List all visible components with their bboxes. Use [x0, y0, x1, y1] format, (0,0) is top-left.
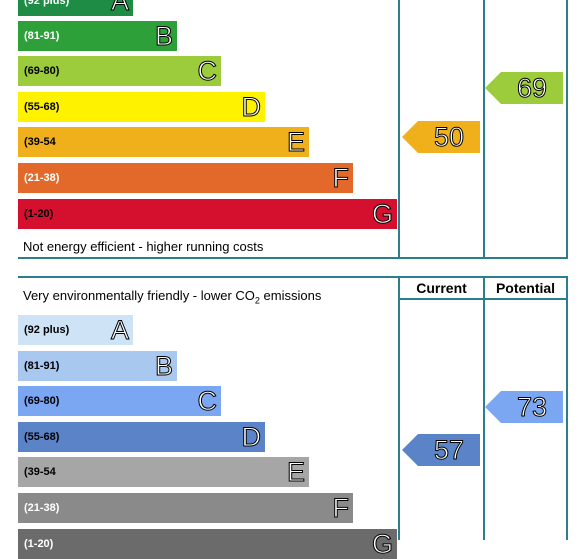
env-current-arrow-shape: [402, 434, 480, 466]
env-potential-value: 73: [516, 392, 548, 423]
env-divider-middle: [483, 276, 485, 540]
env-potential-arrow: 73: [485, 391, 563, 423]
env-band-d: (55-68) D: [18, 422, 265, 453]
env-header-text: Very environmentally friendly - lower CO…: [23, 288, 321, 306]
env-current-arrow: 57: [402, 434, 480, 466]
env-band-b: (81-91) B: [18, 351, 177, 382]
energy-band-d: (55-68) D: [18, 92, 265, 123]
env-band-range: (81-91): [24, 360, 60, 372]
env-current-value: 57: [433, 435, 465, 466]
env-band-letter: F: [332, 493, 349, 524]
energy-band-e: (39-54 E: [18, 127, 309, 158]
env-current-arrow-fill: [402, 434, 480, 466]
energy-current-arrow-fill: [402, 121, 480, 153]
energy-band-f: (21-38) F: [18, 163, 353, 194]
energy-band-range: (92 plus): [24, 0, 70, 7]
env-band-range: (39-54: [24, 466, 56, 478]
energy-band-letter: F: [332, 163, 349, 194]
energy-band-g: (1-20) G: [18, 199, 397, 230]
column-header-potential: Potential: [495, 280, 556, 296]
env-divider-right: [566, 276, 568, 540]
energy-band-letter: C: [197, 56, 217, 87]
env-divider-left: [398, 276, 400, 540]
env-band-letter: D: [241, 422, 261, 453]
env-header-subscript: 2: [254, 295, 260, 306]
env-band-range: (21-38): [24, 502, 60, 514]
energy-current-value: 50: [433, 122, 465, 153]
env-band-letter: A: [110, 315, 129, 346]
env-band-range: (1-20): [24, 538, 54, 550]
env-band-letter: C: [197, 386, 217, 417]
env-band-letter: G: [371, 529, 393, 559]
env-band-c: (69-80) C: [18, 386, 221, 417]
energy-footer-text: Not energy efficient - higher running co…: [23, 239, 264, 254]
energy-band-b: (81-91) B: [18, 21, 177, 52]
energy-band-letter: D: [241, 92, 261, 123]
energy-current-arrow-shape: [402, 121, 480, 153]
energy-band-range: (69-80): [24, 65, 60, 77]
env-band-letter: B: [154, 351, 173, 382]
energy-band-range: (55-68): [24, 101, 60, 113]
env-band-range: (69-80): [24, 395, 60, 407]
env-band-a: (92 plus) A: [18, 315, 133, 346]
energy-divider-right: [566, 0, 568, 258]
energy-potential-arrow-shape: [485, 72, 563, 104]
energy-divider-middle: [483, 0, 485, 258]
env-band-f: (21-38) F: [18, 493, 353, 524]
env-band-range: (92 plus): [24, 324, 70, 336]
env-potential-arrow-shape: [485, 391, 563, 423]
energy-band-a: (92 plus) A: [18, 0, 133, 17]
energy-band-range: (21-38): [24, 172, 60, 184]
energy-band-range: (81-91): [24, 30, 60, 42]
energy-band-letter: E: [286, 127, 305, 158]
env-band-e: (39-54 E: [18, 457, 309, 488]
energy-band-letter: G: [371, 199, 393, 230]
energy-potential-value: 69: [516, 73, 548, 104]
energy-band-range: (39-54: [24, 136, 56, 148]
energy-band-letter: B: [154, 21, 173, 52]
env-top-border: [18, 276, 568, 278]
energy-current-arrow: 50: [402, 121, 480, 153]
column-header-current: Current: [416, 280, 467, 296]
energy-potential-arrow: 69: [485, 72, 563, 104]
energy-band-letter: A: [110, 0, 129, 17]
env-header-suffix: emissions: [259, 288, 322, 303]
energy-potential-arrow-fill: [485, 72, 563, 104]
env-band-letter: E: [286, 457, 305, 488]
energy-bottom-border: [18, 257, 568, 259]
env-header-prefix: Very environmentally friendly - lower CO: [23, 288, 255, 303]
env-potential-arrow-fill: [485, 391, 563, 423]
energy-divider-left: [398, 0, 400, 258]
env-band-range: (55-68): [24, 431, 60, 443]
energy-band-range: (1-20): [24, 208, 54, 220]
energy-band-c: (69-80) C: [18, 56, 221, 87]
env-band-g: (1-20) G: [18, 529, 397, 559]
